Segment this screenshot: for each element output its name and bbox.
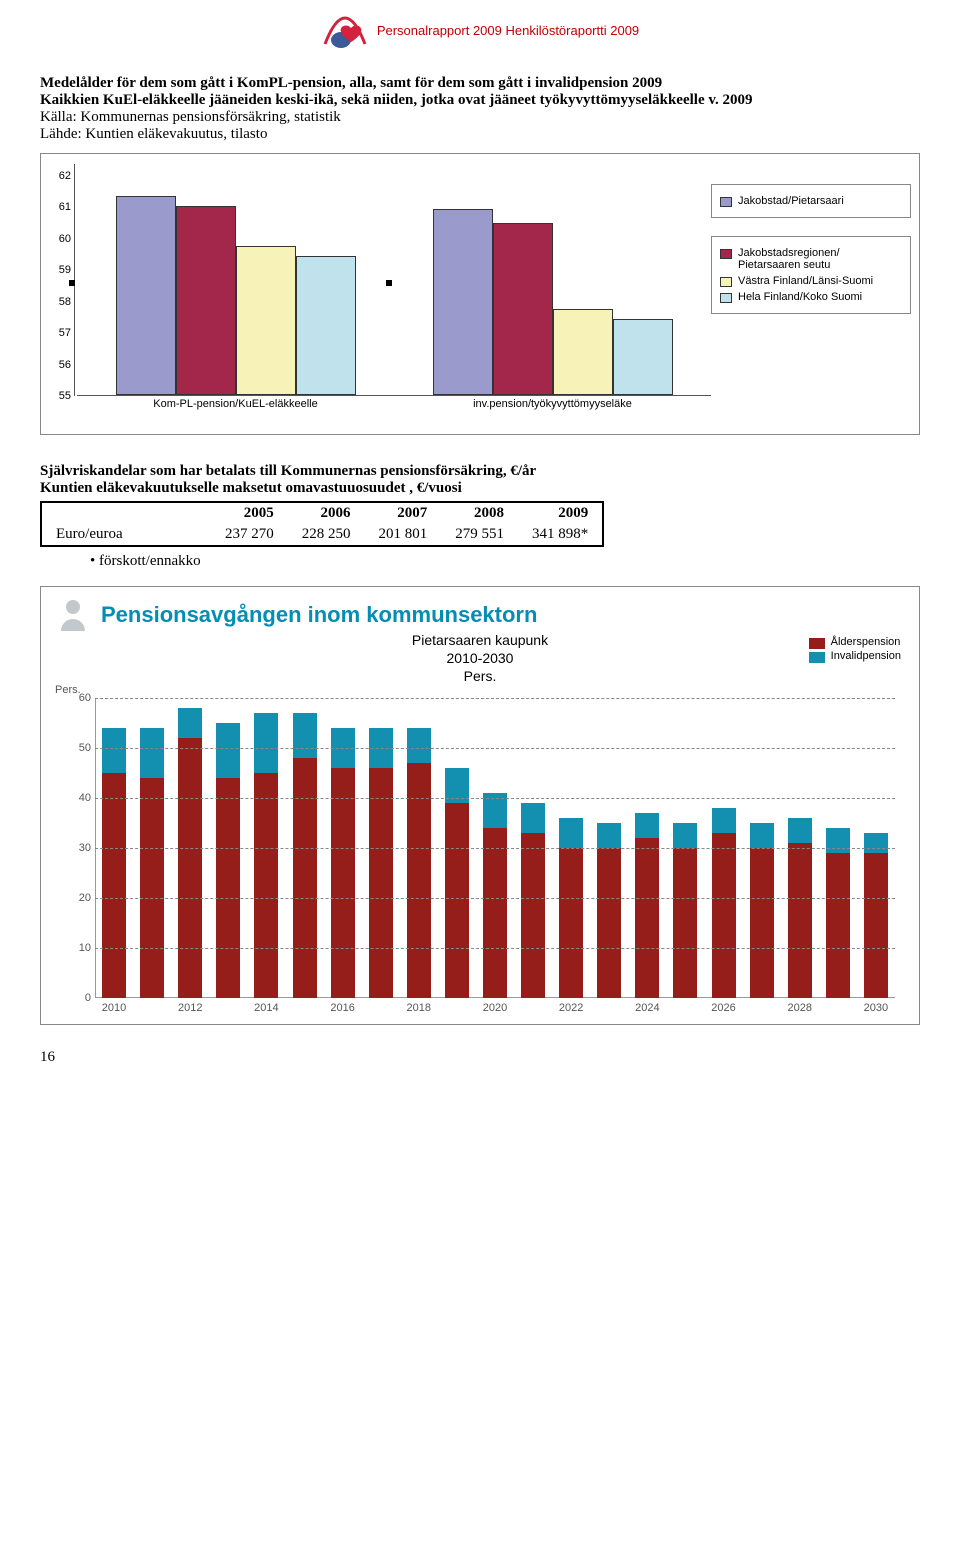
bar (236, 246, 296, 395)
section1-title-fi: Kaikkien KuEl-eläkkeelle jääneiden keski… (40, 92, 920, 109)
bar (493, 223, 553, 395)
logo-icon (321, 10, 369, 50)
doc-header: Personalrapport 2009 Henkilöstöraportti … (40, 10, 920, 55)
chart2-legend: ÅlderspensionInvalidpension (809, 635, 901, 664)
pension-forecast-chart: Pensionsavgången inom kommunsektorn Piet… (40, 586, 920, 1025)
source-sv: Källa: Kommunernas pensionsförsäkring, s… (40, 109, 920, 126)
chart1-legend: Jakobstad/Pietarsaari Jakobstadsregionen… (711, 164, 911, 424)
section2-title-sv: Självriskandelar som har betalats till K… (40, 463, 920, 480)
bar (176, 206, 236, 395)
section1-title-sv: Medelålder för dem som gått i KomPL-pens… (40, 75, 920, 92)
person-icon (55, 597, 91, 633)
bar (613, 319, 673, 395)
bar (296, 256, 356, 395)
page-number: 16 (40, 1049, 920, 1066)
source-fi: Lähde: Kuntien eläkevakuutus, tilasto (40, 126, 920, 143)
section2-title-fi: Kuntien eläkevakuutukselle maksetut omav… (40, 480, 920, 497)
report-title: Personalrapport 2009 Henkilöstöraportti … (377, 23, 639, 38)
bar (433, 209, 493, 395)
bar (553, 309, 613, 395)
chart2-title: Pensionsavgången inom kommunsektorn (101, 602, 537, 628)
bar (116, 196, 176, 395)
footnote: • förskott/ennakko (90, 553, 920, 570)
chart2-subtitle: Pietarsaaren kaupunk 2010-2030 Pers. (55, 631, 905, 686)
selfrisk-table: 20052006200720082009 Euro/euroa237 27022… (40, 501, 604, 547)
row-label: Euro/euroa (41, 524, 211, 546)
age-chart: 6261605958575655 Kom-PL-pension/KuEL-elä… (40, 153, 920, 435)
